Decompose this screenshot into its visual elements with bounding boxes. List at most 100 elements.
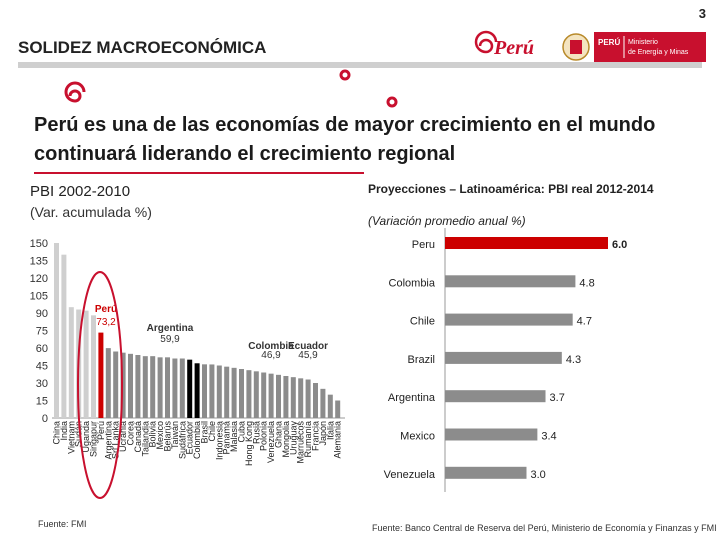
bar-canadá (135, 355, 141, 418)
x-tick-label: Ucrania (118, 421, 128, 452)
bar-bolivia (150, 356, 156, 418)
brand-line-2: de Energía y Minas (628, 49, 689, 56)
y-tick-label: 120 (30, 273, 48, 285)
right-chart-title: Proyecciones – Latinoamérica: PBI real 2… (368, 182, 654, 196)
bar-rusia (253, 371, 259, 418)
x-tick-label: China (52, 421, 62, 445)
left-chart-title: PBI 2002-2010 (30, 183, 131, 200)
x-tick-label: Sudáfrica (177, 421, 187, 459)
bar-rumanía (305, 379, 311, 418)
bar-colombia (194, 363, 200, 418)
page-headline: Perú es una de las economías de mayor cr… (34, 114, 656, 165)
x-tick-label: Marruecos (296, 421, 306, 464)
bar-ghana (276, 374, 281, 418)
bar-mongolia (283, 376, 289, 418)
bar-sri-lanka (113, 351, 119, 418)
x-tick-label: Belarús (163, 421, 173, 452)
bar-hong-kong (246, 370, 252, 418)
bar-colombia (445, 275, 576, 288)
y-tick-label: 75 (36, 326, 48, 338)
x-tick-label: Perú (96, 421, 106, 440)
bar-italia (327, 394, 333, 418)
bar-belarús (165, 357, 170, 418)
x-tick-label: Venezuela (266, 421, 276, 463)
bar-corea (128, 353, 133, 418)
x-tick-label: Rumanía (303, 421, 313, 458)
x-tick-label: Bolivia (148, 421, 158, 448)
x-tick-label: Argentina (103, 421, 113, 460)
x-tick-label: Indonesia (214, 421, 224, 460)
bar-argentina (445, 390, 546, 403)
x-tick-label: Sudán (74, 421, 84, 447)
x-tick-label: Cuba (237, 421, 247, 443)
bar-india (61, 254, 67, 418)
bar-vietnam (68, 307, 74, 418)
x-tick-label: Tailandia (140, 421, 150, 457)
bar-mexico (157, 357, 163, 418)
decorative-swirls (64, 69, 398, 108)
bar-indonesia (216, 365, 222, 418)
ministry-logo: PERÚ Ministerio de Energía y Minas (562, 32, 706, 62)
x-tick-label: Uruguay (288, 421, 298, 456)
bar-ecuador (187, 359, 193, 418)
y-tick-label: 0 (42, 413, 48, 425)
annotation-value: 59,9 (160, 334, 180, 345)
annotation-label: Ecuador (288, 341, 328, 352)
swirl-icon (64, 81, 86, 103)
value-label: 3.7 (550, 392, 565, 404)
bar-malasia (231, 367, 237, 418)
peru-brand-logo: Perú (474, 30, 534, 59)
x-tick-label: India (59, 421, 69, 441)
annotation-label: Perú (95, 304, 117, 315)
x-tick-label: Ecuador (185, 421, 195, 455)
headline-underline (34, 172, 364, 174)
section-title: SOLIDEZ MACROECONÓMICA (18, 38, 267, 57)
bar-panamá (224, 366, 230, 418)
x-tick-label: Colombia (192, 421, 202, 459)
bar-ucrania (120, 352, 126, 418)
value-label: 4.7 (577, 316, 592, 328)
category-label: Brazil (407, 354, 435, 366)
bar-chile (445, 313, 573, 326)
y-tick-label: 15 (36, 396, 48, 408)
bar-taiwán (172, 358, 178, 418)
header-divider (18, 62, 702, 68)
bar-singapur (91, 315, 96, 418)
x-tick-label: Taiwán (170, 421, 180, 449)
y-tick-label: 150 (30, 238, 48, 250)
bar-venezuela (445, 466, 527, 479)
value-label: 6.0 (612, 239, 627, 251)
logo-text: Perú (493, 37, 534, 59)
y-tick-label: 90 (36, 308, 48, 320)
x-tick-label: Brasil (200, 421, 210, 444)
right-source-note: Fuente: Banco Central de Reserva del Per… (372, 523, 717, 533)
brand-country: PERÚ (598, 38, 620, 47)
bar-venezuela (268, 373, 274, 418)
category-label: Chile (410, 316, 435, 328)
x-tick-label: Francia (311, 421, 321, 451)
value-label: 3.0 (531, 469, 546, 481)
value-label: 4.3 (566, 354, 581, 366)
bar-marruecos (298, 378, 304, 418)
bar-cuba (239, 369, 244, 418)
x-tick-label: Uganda (81, 421, 91, 453)
bar-brazil (445, 351, 562, 364)
annotation-label: Argentina (147, 323, 194, 334)
category-label: Peru (412, 239, 435, 251)
y-tick-label: 105 (30, 291, 48, 303)
x-tick-label: Alemania (333, 421, 343, 459)
category-label: Colombia (389, 277, 436, 289)
annotation-label: Colombia (248, 341, 294, 352)
right-chart-subtitle: (Variación promedio anual %) (368, 214, 526, 228)
x-tick-label: Corea (126, 421, 136, 446)
y-tick-label: 135 (30, 256, 48, 268)
x-tick-label: Canadá (133, 421, 143, 453)
x-tick-label: Rusia (251, 421, 261, 444)
y-tick-label: 60 (36, 343, 48, 355)
x-tick-label: Hong Kong (244, 421, 254, 466)
circle-icon (339, 69, 351, 81)
x-tick-label: Singapur (89, 421, 99, 457)
bar-francia (313, 383, 318, 418)
category-label: Mexico (400, 431, 435, 443)
